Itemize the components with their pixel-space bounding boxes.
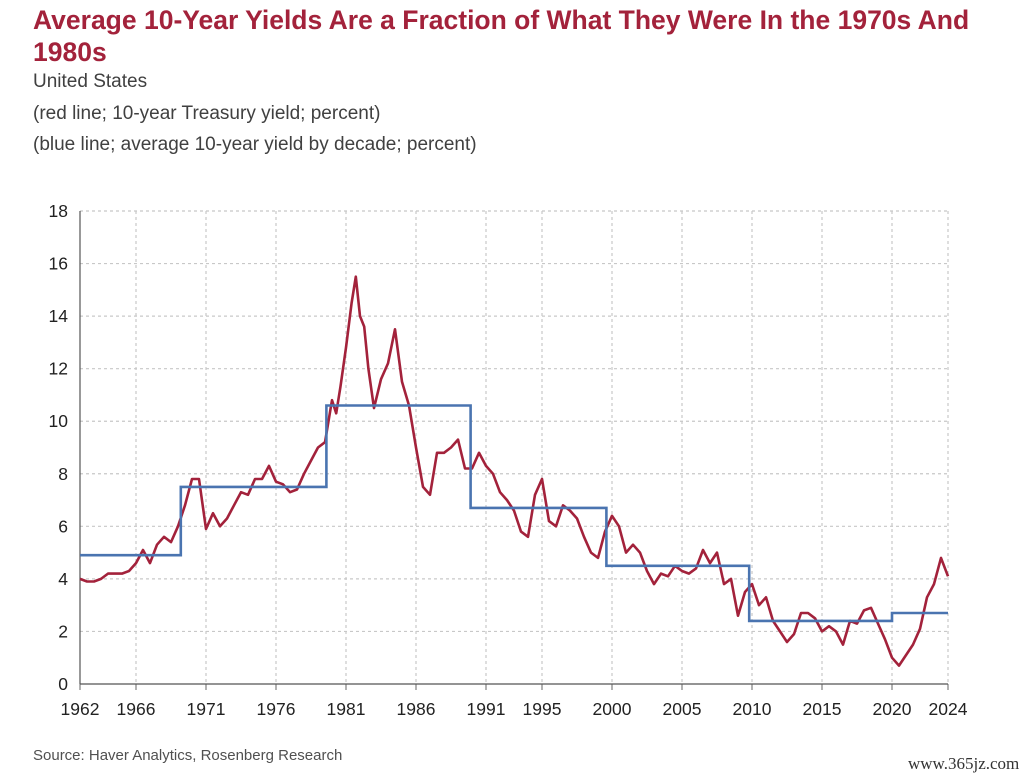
x-tick-label: 1981 [327,699,366,719]
x-tick-labels: 1962 1966 1971 1976 1981 1986 1991 1995 2000 2005… [61,699,968,719]
y-tick-label: 18 [49,201,68,221]
x-tick-label: 2010 [733,699,772,719]
grid-lines [80,210,949,684]
x-tick-label: 2020 [873,699,912,719]
y-tick-label: 14 [49,306,69,326]
x-tick-label: 1991 [467,699,506,719]
chart-subtitle-region: United States [33,71,148,92]
x-tick-label: 1995 [523,699,562,719]
y-tick-label: 12 [49,359,68,379]
y-tick-label: 6 [58,516,68,536]
chart-title: Average 10-Year Yields Are a Fraction of… [33,5,970,67]
x-tick-label: 2015 [803,699,842,719]
y-tick-label: 16 [49,254,68,274]
y-tick-label: 4 [58,569,68,589]
x-tick-label: 1966 [117,699,156,719]
x-tick-label: 1976 [257,699,296,719]
y-tick-label: 2 [58,621,68,641]
x-tick-label: 1962 [61,699,100,719]
y-tick-label: 10 [49,411,69,431]
x-tick-label: 2024 [929,699,968,719]
treasury-yield-line [79,275,950,667]
x-tick-label: 1986 [397,699,436,719]
x-tick-label: 2000 [593,699,632,719]
x-tick-label: 2005 [663,699,702,719]
decade-average-step-line [80,404,948,623]
chart-subtitle-red-line: (red line; 10-year Treasury yield; perce… [33,103,381,124]
y-tick-label: 0 [58,674,68,694]
y-tick-label: 8 [58,464,68,484]
watermark: www.365jz.com [908,754,1020,773]
chart-subtitle-blue-line: (blue line; average 10-year yield by dec… [33,134,477,155]
axes [79,211,949,690]
x-tick-label: 1971 [187,699,226,719]
source-note: Source: Haver Analytics, Rosenberg Resea… [33,747,343,764]
series-lines [79,275,950,667]
y-tick-labels: 0 2 4 6 8 10 12 14 16 18 [49,201,69,694]
